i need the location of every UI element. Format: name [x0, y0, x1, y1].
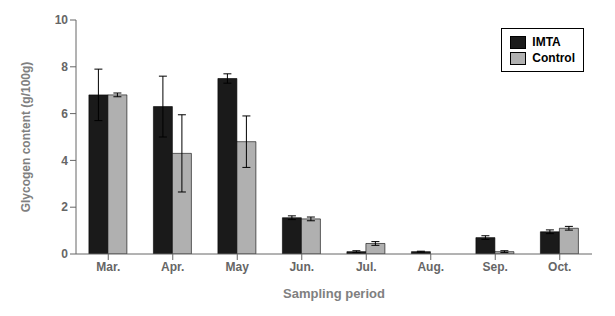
svg-text:Sampling period: Sampling period — [283, 286, 385, 301]
svg-text:Jun.: Jun. — [289, 260, 314, 274]
svg-text:6: 6 — [61, 107, 68, 121]
svg-text:Mar.: Mar. — [96, 260, 120, 274]
html-text:Control: Control — [532, 51, 575, 65]
svg-text:Apr.: Apr. — [161, 260, 184, 274]
svg-text:Sep.: Sep. — [483, 260, 508, 274]
svg-text:2: 2 — [61, 200, 68, 214]
svg-text:Aug.: Aug. — [417, 260, 444, 274]
svg-text:8: 8 — [61, 60, 68, 74]
svg-text:10: 10 — [55, 13, 69, 27]
svg-text:4: 4 — [61, 154, 68, 168]
svg-text:Jul.: Jul. — [356, 260, 377, 274]
svg-text:Glycogen content (g/100g): Glycogen content (g/100g) — [19, 62, 33, 213]
svg-text:0: 0 — [61, 247, 68, 261]
html-text:IMTA: IMTA — [532, 35, 561, 49]
svg-text:May: May — [226, 260, 250, 274]
svg-text:Oct.: Oct. — [548, 260, 571, 274]
